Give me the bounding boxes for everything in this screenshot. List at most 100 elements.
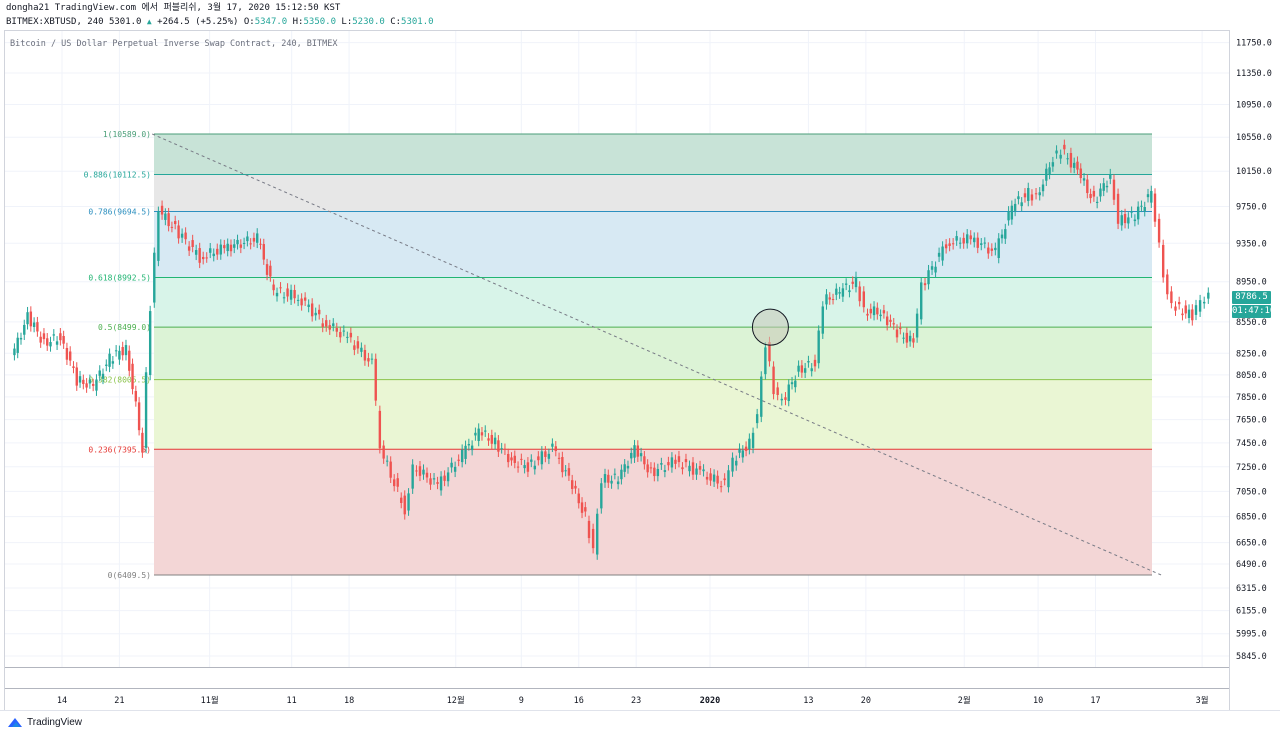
candle-body [503, 448, 507, 450]
candle-body [810, 368, 813, 372]
candle-body [484, 430, 487, 432]
candle-body [170, 226, 174, 228]
candle-body [1177, 301, 1181, 305]
candle-body [108, 353, 111, 367]
candle-body [530, 459, 533, 462]
price-axis[interactable]: 11750.0 11350.0 10950.0 10550.0 10150.0 9750.… [1236, 39, 1272, 662]
candle-body [1136, 206, 1140, 220]
time-axis[interactable]: 14 21 11월 11 18 12월 9 16 23 2020 13 20 2월 10 17 3월 [57, 695, 1209, 706]
candle-body [828, 297, 831, 300]
candle-body [487, 438, 490, 441]
last-price: 5301.0 [108, 17, 142, 27]
candle-body [930, 266, 934, 270]
candle-body [131, 363, 134, 390]
tradingview-logo[interactable]: TradingView [6, 716, 82, 728]
candle-body [202, 256, 205, 260]
candle-body [16, 337, 19, 353]
fib-zone [154, 174, 1152, 212]
candle-body [36, 322, 39, 332]
candle-body [1127, 217, 1130, 224]
candle-body [490, 434, 494, 444]
countdown-tag: 01:47:10 [1232, 304, 1276, 318]
candle-body [1095, 201, 1099, 203]
candle-body [289, 289, 293, 300]
candle-body [177, 225, 180, 239]
candle-body [719, 486, 723, 488]
candle-body [838, 292, 841, 294]
candle-body [249, 243, 252, 245]
fib-level-label: 0.382(8005.5) [88, 376, 151, 385]
candle-body [65, 347, 69, 360]
candle-body [467, 444, 471, 446]
candle-body [349, 332, 353, 338]
candle-body [167, 213, 170, 227]
annotation-circle[interactable] [751, 308, 789, 346]
candle-body [646, 464, 649, 473]
time-tick-label: 12월 [447, 695, 465, 706]
price-tick-label: 6650.0 [1236, 539, 1267, 549]
candle-body [564, 470, 567, 472]
fib-level-label: 0.236(7395.5) [88, 445, 151, 454]
candle-body [262, 244, 265, 260]
time-tick-label: 20 [861, 696, 871, 706]
candle-body [962, 237, 965, 244]
candle-body [1072, 162, 1076, 168]
candle-body [400, 497, 403, 504]
candle-body [772, 366, 775, 395]
candle-body [164, 213, 167, 220]
candle-body [639, 453, 643, 457]
candle-body [1102, 183, 1105, 191]
price-tick-label: 8050.0 [1236, 371, 1267, 381]
candle-body [948, 243, 951, 246]
candle-body [844, 283, 848, 285]
candle-body [1198, 300, 1202, 312]
candle-body [768, 342, 771, 362]
candle-body [293, 290, 296, 299]
candle-body [557, 457, 561, 459]
price-tick-label: 7050.0 [1236, 487, 1267, 497]
close-label: C: [390, 17, 402, 27]
candle-body [296, 299, 300, 301]
candle-body [477, 428, 480, 441]
time-tick-label: 10 [1033, 696, 1043, 706]
price-tick-label: 6490.0 [1236, 560, 1267, 570]
price-tick-label: 9350.0 [1236, 239, 1267, 249]
candle-body [1109, 174, 1112, 179]
price-tick-label: 7450.0 [1236, 439, 1267, 449]
candle-body [1187, 309, 1191, 318]
candle-body [69, 351, 72, 361]
candle-body [19, 337, 23, 340]
candle-body [1038, 192, 1041, 196]
candle-body [533, 465, 537, 470]
candle-body [396, 478, 399, 487]
fib-lines: 1(10589.0) 0.886(10112.5) 0.786(9694.5) 0.6… [84, 130, 1152, 580]
candle-body [382, 445, 385, 459]
candle-body [450, 462, 453, 468]
candle-body [623, 464, 626, 472]
candle-body [1166, 274, 1169, 295]
candle-body [367, 358, 370, 362]
candle-body [194, 250, 198, 255]
chart-title: Bitcoin / US Dollar Perpetual Inverse Sw… [10, 39, 338, 49]
candle-body [727, 470, 730, 488]
candle-body [1089, 193, 1092, 199]
candle-body [13, 348, 16, 356]
price-tick-label: 10550.0 [1236, 133, 1272, 143]
price-tick-label: 10150.0 [1236, 167, 1272, 177]
candle-body [259, 243, 262, 245]
candle-body [205, 257, 208, 259]
candle-body [275, 292, 279, 297]
candle-body [603, 474, 607, 483]
high-value: 5350.0 [303, 17, 336, 27]
ticker-label[interactable]: BITMEX:XBTUSD, 240 [6, 17, 104, 27]
candle-body [59, 333, 62, 341]
candle-body [1203, 301, 1206, 304]
candle-body [219, 244, 222, 255]
candle-body [698, 466, 702, 470]
candle-body [885, 316, 889, 326]
candle-body [374, 358, 377, 401]
time-tick-label: 23 [631, 696, 641, 706]
candle-body [574, 485, 577, 489]
candle-body [731, 457, 734, 472]
